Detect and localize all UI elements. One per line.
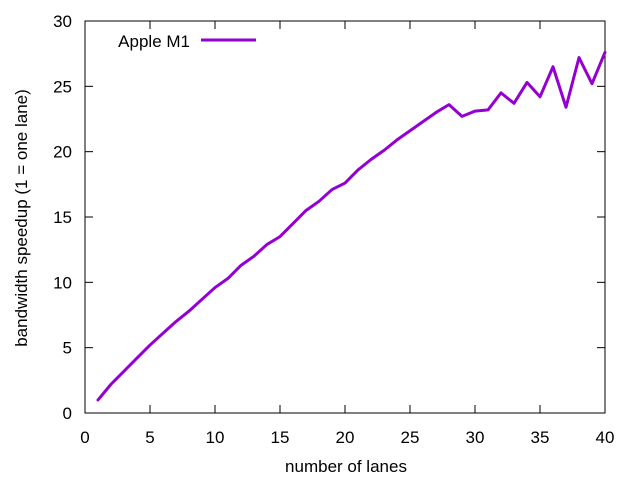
x-tick-label: 20 — [336, 428, 355, 447]
legend: Apple M1 — [118, 32, 256, 51]
series-layer — [96, 50, 607, 402]
x-axis-label: number of lanes — [285, 457, 407, 476]
x-tick-label: 10 — [206, 428, 225, 447]
y-tick-label: 10 — [53, 273, 72, 292]
x-tick-label: 5 — [145, 428, 154, 447]
y-tick-label: 25 — [53, 77, 72, 96]
series-line-0 — [96, 50, 607, 402]
x-axis: 0 5 10 15 20 25 30 35 40 — [80, 21, 614, 447]
y-tick-label: 15 — [53, 208, 72, 227]
y-tick-label: 5 — [63, 339, 72, 358]
x-tick-label: 15 — [271, 428, 290, 447]
x-tick-label: 30 — [466, 428, 485, 447]
legend-label: Apple M1 — [118, 32, 190, 51]
y-axis-label: bandwidth speedup (1 = one lane) — [12, 89, 31, 347]
y-tick-label: 30 — [53, 12, 72, 31]
y-tick-label: 20 — [53, 143, 72, 162]
y-axis: 0 5 10 15 20 25 30 — [53, 12, 605, 423]
x-tick-label: 35 — [531, 428, 550, 447]
plot-frame — [84, 20, 606, 414]
x-tick-label: 40 — [596, 428, 615, 447]
x-tick-label: 25 — [401, 428, 420, 447]
y-tick-label: 0 — [63, 404, 72, 423]
plot-border — [84, 20, 606, 414]
x-tick-label: 0 — [80, 428, 89, 447]
